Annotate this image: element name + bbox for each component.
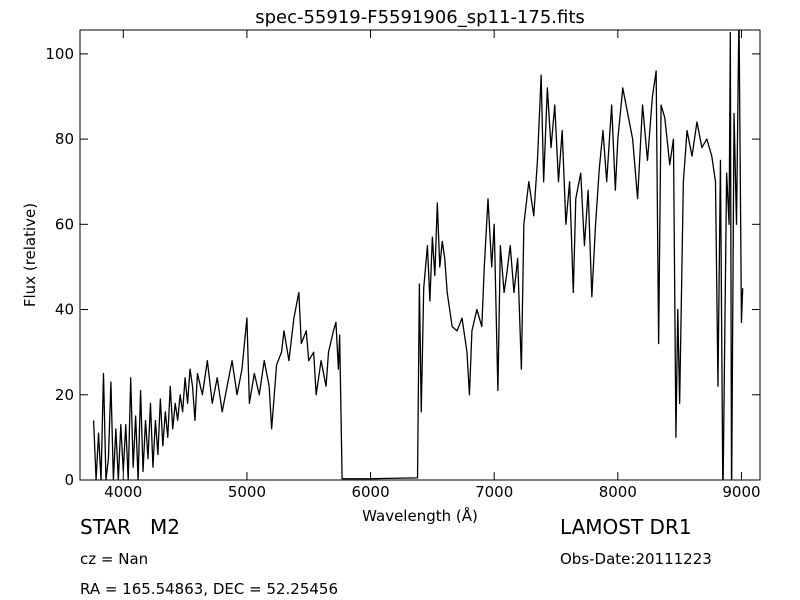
survey: LAMOST DR1	[560, 515, 692, 539]
obs-date: Obs-Date:20111223	[560, 550, 712, 568]
coordinates: RA = 165.54863, DEC = 52.25456	[80, 580, 338, 598]
y-axis-label: Flux (relative)	[21, 203, 39, 307]
x-tick-label: 8000	[599, 483, 637, 501]
redshift: cz = Nan	[80, 550, 148, 568]
y-tick-label: 100	[45, 45, 74, 63]
chart-title: spec-55919-F5591906_sp11-175.fits	[255, 7, 585, 28]
plot-frame	[79, 29, 761, 481]
spectrum-line	[92, 30, 744, 480]
plot-area	[92, 30, 744, 480]
x-tick-label: 7000	[475, 483, 513, 501]
x-tick-label: 4000	[104, 483, 142, 501]
x-axis-label: Wavelength (Å)	[362, 506, 478, 525]
y-tick-label: 0	[64, 471, 74, 489]
x-tick-label: 5000	[228, 483, 266, 501]
y-tick-label: 60	[55, 215, 74, 233]
y-tick-label: 80	[55, 130, 74, 148]
object-class: STAR M2	[80, 515, 180, 539]
x-tick-label: 9000	[722, 483, 760, 501]
y-tick-label: 20	[55, 386, 74, 404]
x-tick-label: 6000	[351, 483, 389, 501]
y-tick-label: 40	[55, 301, 74, 319]
